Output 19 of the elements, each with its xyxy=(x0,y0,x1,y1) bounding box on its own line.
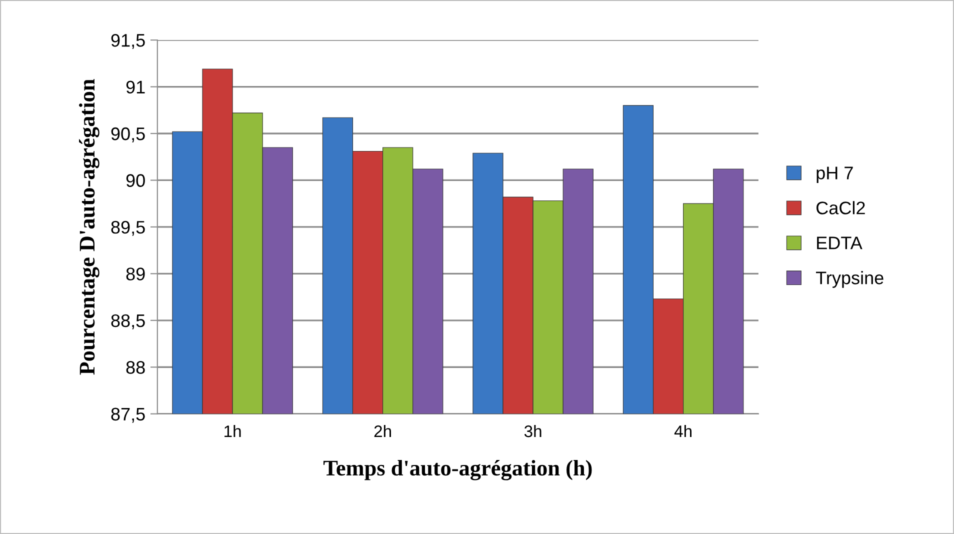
y-tick-label: 89,5 xyxy=(111,220,145,236)
x-tick-label: 2h xyxy=(374,424,391,438)
y-tick-label: 91 xyxy=(126,80,145,94)
y-tick-label: 89 xyxy=(126,268,145,280)
legend-label: EDTA xyxy=(817,236,862,250)
x-tick-label: 3h xyxy=(524,424,542,438)
legend-label: pH 7 xyxy=(816,166,853,183)
x-tick-label: 4h xyxy=(674,424,692,438)
legend-label: Trypsine xyxy=(816,271,884,288)
y-tick-label: 90,5 xyxy=(111,127,145,142)
y-tick-label: 90 xyxy=(126,174,145,187)
y-tick-label: 88,5 xyxy=(111,314,145,330)
x-axis-title: Temps d'auto-agrégation (h) xyxy=(323,460,592,480)
y-tick-label: 87,5 xyxy=(111,408,145,423)
y-axis-title: Pourcentage D'auto-agrégation xyxy=(79,79,100,375)
x-tick-label: 1h xyxy=(224,424,241,438)
y-tick-label: 88 xyxy=(126,361,145,374)
y-tick-label: 91,5 xyxy=(111,34,145,49)
legend-label: CaCl2 xyxy=(816,201,865,214)
